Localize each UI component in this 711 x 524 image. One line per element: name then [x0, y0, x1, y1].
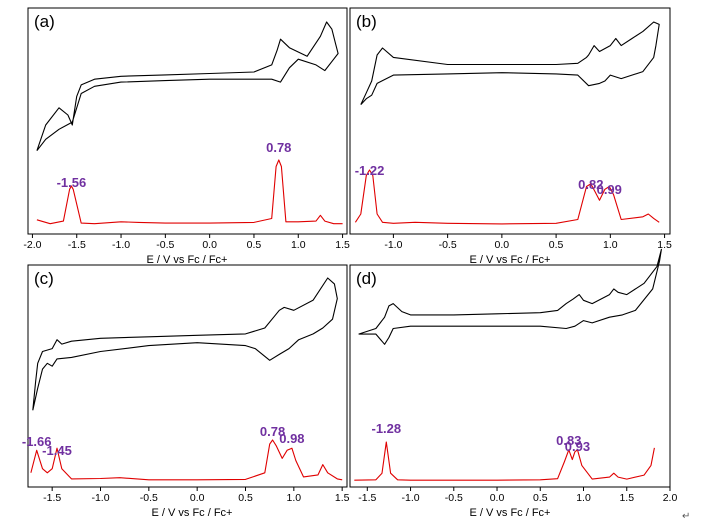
- panel-a-marks: -2.0 -1.5 -1.0 -0.5 0.0 0.5 1.0 1.5 -1.56 0.78: [23, 21, 350, 251]
- panel-b-x-tick-label: -1.0: [384, 239, 402, 251]
- panel-c-cv-curve: [32, 277, 338, 411]
- panel-b-x-tick-label: -0.5: [439, 239, 457, 251]
- panel-b-marks: -1.0 -0.5 0.0 0.5 1.0 1.5 -1.22 0.820.99: [354, 21, 672, 251]
- panel-b-x-tick-label: 0.0: [495, 239, 510, 251]
- panel-d-x-tick-label: 0.5: [533, 492, 548, 504]
- panel-a-frame: [27, 7, 348, 235]
- panel-b-cv-curve: [360, 21, 660, 105]
- panel-a-label: (a): [34, 12, 55, 31]
- panel-d-dpv-curve: [354, 441, 655, 481]
- panel-a-x-tick-label: -1.5: [68, 239, 86, 251]
- panel-d-marks: -1.5 -1.0 -0.5 0.0 0.5 1.0 1.5 2.0 -1.28 0.830.93: [354, 248, 678, 504]
- panel-a-peak-label: -1.56: [57, 175, 87, 190]
- panel-d-x-tick-label: 1.5: [619, 492, 634, 504]
- panel-d-label: (d): [356, 269, 377, 288]
- panel-a-x-tick-label: -1.0: [112, 239, 130, 251]
- panel-b-x-tick-label: 0.5: [549, 239, 564, 251]
- panel-a-x-tick-label: -2.0: [23, 239, 41, 251]
- panel-c-label: (c): [34, 269, 54, 288]
- panel-a-x-tick-label: 1.0: [291, 239, 306, 251]
- panel-b-x-tick-label: 1.0: [603, 239, 618, 251]
- panel-c-frame: [27, 264, 348, 488]
- panel-c: (c) -1.5 -1.0 -0.5 0.0 0.5 1.0 1.5 -1.66-1.45 0.…: [22, 264, 350, 519]
- panel-a-x-tick-label: 1.5: [335, 239, 350, 251]
- panel-b-x-tick-label: 1.5: [657, 239, 672, 251]
- panel-a-peak-label: 0.78: [266, 140, 291, 155]
- panel-c-x-tick-label: -0.5: [140, 492, 158, 504]
- panel-a-dpv-curve: [36, 159, 343, 225]
- panel-d-peak-label: -1.28: [372, 421, 402, 436]
- panel-c-peak-label: 0.78: [260, 424, 285, 439]
- panel-d-peak-label: 0.93: [565, 439, 590, 454]
- panel-b-peak-label: 0.99: [597, 182, 622, 197]
- panel-c-peak-label: -1.66: [22, 434, 52, 449]
- footer-return-glyph: ↵: [682, 511, 690, 522]
- panel-c-x-tick-label: -1.0: [91, 492, 109, 504]
- panel-c-marks: -1.5 -1.0 -0.5 0.0 0.5 1.0 1.5 -1.66-1.45 0.780.…: [22, 277, 350, 504]
- panel-b: (b) -1.0 -0.5 0.0 0.5 1.0 1.5 -1.22 0.820.99 E …: [349, 7, 672, 266]
- panel-a-xlabel: E / V vs Fc / Fc+: [147, 254, 228, 266]
- panel-c-x-tick-label: -1.5: [43, 492, 61, 504]
- panel-d-x-tick-label: 2.0: [663, 492, 678, 504]
- panel-d-cv-curve: [358, 248, 662, 345]
- panel-b-label: (b): [356, 12, 377, 31]
- panel-a-x-tick-label: 0.0: [202, 239, 217, 251]
- panel-d-frame: [349, 264, 671, 488]
- panel-b-xlabel: E / V vs Fc / Fc+: [470, 254, 551, 266]
- panel-a-x-tick-label: 0.5: [247, 239, 262, 251]
- panel-d-x-tick-label: -1.5: [358, 492, 376, 504]
- panel-a: (a) -2.0 -1.5 -1.0 -0.5 0.0 0.5 1.0 1.5 -1.56 0.7…: [23, 7, 350, 266]
- panel-d-x-tick-label: 1.0: [576, 492, 591, 504]
- panel-b-peak-label: -1.22: [355, 163, 385, 178]
- panel-a-cv-curve: [36, 21, 339, 152]
- panel-b-peak-label: 0.82: [578, 177, 603, 192]
- panel-c-peak-label: 0.98: [279, 431, 304, 446]
- panel-a-x-tick-label: -0.5: [156, 239, 174, 251]
- panel-c-xlabel: E / V vs Fc / Fc+: [152, 507, 233, 519]
- panel-d: (d) -1.5 -1.0 -0.5 0.0 0.5 1.0 1.5 2.0 -1.28 0.83…: [349, 248, 678, 519]
- panel-c-dpv-curve: [30, 439, 343, 481]
- panel-d-xlabel: E / V vs Fc / Fc+: [470, 507, 551, 519]
- panel-c-peak-label: -1.45: [42, 443, 72, 458]
- panel-b-dpv-curve: [354, 169, 660, 225]
- panel-d-x-tick-label: -1.0: [401, 492, 419, 504]
- panel-d-x-tick-label: -0.5: [445, 492, 463, 504]
- panel-b-frame: [349, 7, 671, 235]
- panel-c-x-tick-label: 1.0: [287, 492, 302, 504]
- panel-c-x-tick-label: 0.5: [238, 492, 253, 504]
- panel-d-x-tick-label: 0.0: [490, 492, 505, 504]
- panel-c-x-tick-label: 0.0: [190, 492, 205, 504]
- panel-d-peak-label: 0.83: [556, 433, 581, 448]
- panel-c-x-tick-label: 1.5: [335, 492, 350, 504]
